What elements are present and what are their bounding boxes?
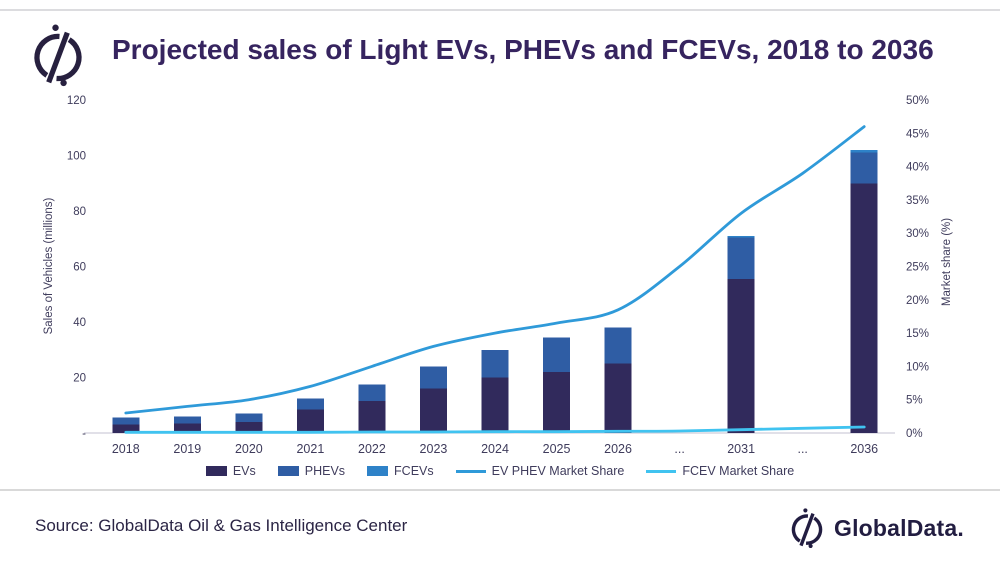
chart-title: Projected sales of Light EVs, PHEVs and … (112, 34, 934, 65)
bar-segment-evs-2021 (296, 409, 324, 433)
legend-item-fcev-market-share: FCEV Market Share (646, 464, 794, 478)
right-axis-tick: 40% (906, 162, 929, 174)
bar-segment-evs-2022 (358, 401, 386, 433)
x-tick-...: ... (674, 442, 684, 456)
chart-legend: EVs PHEVs FCEVs EV PHEV Market Share FCEV Ma… (0, 464, 1000, 478)
left-axis-tick: 120 (67, 95, 86, 107)
bar-segment-fcevs-2031 (727, 235, 755, 238)
right-axis-title: Market share (%) (941, 218, 953, 306)
x-tick-2024: 2024 (481, 442, 509, 456)
x-tick-2026: 2026 (604, 442, 632, 456)
legend-label: EVs (232, 464, 256, 478)
right-axis-tick: 10% (906, 361, 929, 373)
left-axis-tick: 40 (73, 317, 86, 329)
legend-item-fcevs: FCEVs (367, 464, 434, 478)
x-tick-2018: 2018 (112, 442, 140, 456)
x-tick-2022: 2022 (358, 442, 386, 456)
right-axis-tick: 45% (906, 128, 929, 140)
right-axis-tick: 25% (906, 262, 929, 274)
left-axis-tick: - (82, 428, 86, 440)
chart-plot-area: 120 100 80 60 40 20 - 50% 45% 40% 35% 30% 25% 20% 15% 1… (43, 95, 953, 456)
bar-segment-evs-2023 (419, 388, 447, 433)
legend-line-swatch-fcev-market-share (646, 469, 677, 473)
globaldata-logo-icon (34, 24, 82, 87)
bar-segment-evs-2018 (112, 424, 140, 433)
left-axis-tick: 20 (73, 373, 86, 385)
right-axis-tick: 50% (906, 95, 929, 107)
bar-segment-phevs-2031 (727, 237, 755, 279)
right-axis-tick: 30% (906, 228, 929, 240)
x-tick-2025: 2025 (543, 442, 571, 456)
bar-segment-evs-2020 (235, 421, 263, 433)
bar-segment-fcevs-2036 (850, 149, 878, 153)
legend-label: FCEVs (394, 464, 434, 478)
bar-segment-phevs-2036 (850, 152, 878, 184)
source-text: Source: GlobalData Oil & Gas Intelligenc… (35, 516, 408, 535)
x-tick-...: ... (797, 442, 807, 456)
bar-segment-phevs-2025 (543, 337, 571, 372)
legend-label: EV PHEV Market Share (491, 464, 625, 478)
bar-segment-phevs-2018 (112, 417, 140, 425)
bar-segment-phevs-2026 (604, 327, 632, 364)
bar-segment-evs-2024 (481, 377, 509, 433)
left-axis-tick: 80 (73, 206, 86, 218)
left-axis-title: Sales of Vehicles (millions) (43, 197, 55, 334)
globaldata-logo-icon (791, 508, 823, 548)
bar-segment-evs-2031 (727, 278, 755, 433)
legend-swatch-phevs (277, 466, 299, 476)
x-tick-2020: 2020 (235, 442, 263, 456)
bar-segment-phevs-2019 (173, 416, 201, 424)
legend-item-ev-phev-market-share: EV PHEV Market Share (455, 464, 625, 478)
bar-segment-evs-2019 (173, 423, 201, 433)
left-axis-tick: 100 (67, 151, 86, 163)
top-divider (0, 9, 1000, 11)
right-axis-tick: 5% (906, 395, 923, 407)
right-axis-tick: 35% (906, 195, 929, 207)
right-axis-tick: 0% (906, 428, 923, 440)
bar-segment-phevs-2024 (481, 349, 509, 378)
bar-segment-phevs-2021 (296, 398, 324, 410)
right-axis-tick: 20% (906, 295, 929, 307)
bar-segment-phevs-2023 (419, 366, 447, 389)
left-axis-tick: 60 (73, 262, 86, 274)
legend-swatch-fcevs (367, 466, 389, 476)
legend-item-phevs: PHEVs (277, 464, 346, 478)
brand-lockup: GlobalData. (787, 508, 964, 548)
x-tick-2036: 2036 (850, 442, 878, 456)
x-tick-2031: 2031 (727, 442, 755, 456)
x-tick-2021: 2021 (296, 442, 324, 456)
brand-wordmark: GlobalData. (833, 514, 964, 541)
legend-line-swatch-ev-phev-market-share (455, 469, 486, 473)
x-tick-2023: 2023 (420, 442, 448, 456)
line-ev-phev-market-share (124, 125, 866, 415)
footer-divider (0, 489, 1000, 491)
bar-segment-evs-2036 (850, 183, 878, 433)
bar-segment-phevs-2022 (358, 384, 386, 402)
bar-segment-evs-2025 (543, 371, 571, 433)
legend-swatch-evs (205, 466, 227, 476)
x-tick-2019: 2019 (173, 442, 201, 456)
right-axis-tick: 15% (906, 328, 929, 340)
legend-item-evs: EVs (205, 464, 256, 478)
bar-segment-evs-2026 (604, 363, 632, 433)
legend-label: FCEV Market Share (682, 464, 795, 478)
line-fcev-market-share (124, 425, 866, 434)
bar-segment-phevs-2020 (235, 413, 263, 422)
legend-label: PHEVs (304, 464, 346, 478)
